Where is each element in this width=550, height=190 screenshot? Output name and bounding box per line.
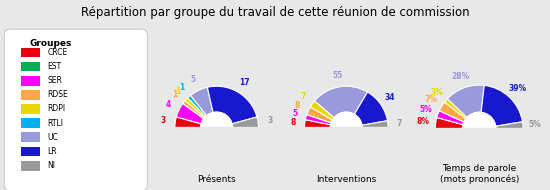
FancyBboxPatch shape	[21, 90, 40, 100]
FancyBboxPatch shape	[4, 29, 147, 190]
FancyBboxPatch shape	[21, 48, 40, 57]
Wedge shape	[177, 104, 204, 124]
Text: 1: 1	[175, 87, 180, 96]
Text: Présents: Présents	[197, 175, 236, 184]
Text: 39%: 39%	[509, 84, 527, 93]
Text: CRCE: CRCE	[47, 48, 68, 57]
Text: RDSE: RDSE	[47, 90, 68, 99]
Text: 5: 5	[191, 75, 196, 84]
Wedge shape	[305, 120, 331, 128]
Wedge shape	[305, 115, 331, 125]
FancyBboxPatch shape	[21, 132, 40, 142]
Text: 7: 7	[300, 93, 305, 101]
FancyBboxPatch shape	[21, 147, 40, 156]
Wedge shape	[447, 85, 484, 117]
Text: RDPI: RDPI	[47, 105, 65, 113]
Wedge shape	[232, 117, 258, 128]
Wedge shape	[435, 118, 463, 129]
Text: Temps de parole
(mots prononcés): Temps de parole (mots prononcés)	[439, 164, 519, 184]
Circle shape	[331, 112, 362, 144]
Wedge shape	[188, 95, 207, 117]
Text: 17: 17	[239, 78, 250, 87]
Text: Groupes: Groupes	[30, 39, 72, 48]
Wedge shape	[315, 86, 367, 118]
Wedge shape	[185, 98, 206, 118]
Text: EST: EST	[47, 62, 62, 71]
Wedge shape	[307, 107, 333, 123]
FancyBboxPatch shape	[21, 62, 40, 71]
Text: 3: 3	[267, 116, 272, 125]
Wedge shape	[183, 101, 205, 119]
Wedge shape	[439, 102, 466, 122]
Bar	[409, 128, 549, 164]
Text: 4: 4	[166, 100, 171, 109]
Text: 3: 3	[161, 116, 166, 125]
Wedge shape	[444, 99, 467, 119]
FancyBboxPatch shape	[21, 118, 40, 128]
Text: 28%: 28%	[451, 72, 469, 81]
Wedge shape	[362, 121, 388, 128]
Circle shape	[463, 112, 496, 146]
Text: 5%: 5%	[420, 105, 433, 114]
Wedge shape	[175, 117, 201, 128]
Text: 8: 8	[295, 101, 300, 110]
Wedge shape	[191, 87, 213, 116]
Bar	[279, 127, 413, 162]
Text: 8: 8	[290, 118, 296, 127]
Text: Répartition par groupe du travail de cette réunion de commission: Répartition par groupe du travail de cet…	[81, 6, 469, 19]
FancyBboxPatch shape	[21, 161, 40, 170]
Wedge shape	[207, 86, 257, 124]
Wedge shape	[354, 92, 387, 125]
Wedge shape	[496, 122, 523, 129]
Text: 3%: 3%	[430, 88, 443, 97]
Wedge shape	[437, 111, 464, 125]
Text: NI: NI	[47, 161, 56, 170]
Text: 8%: 8%	[417, 117, 430, 126]
Text: RTLI: RTLI	[47, 119, 63, 128]
Text: UC: UC	[47, 133, 58, 142]
Text: LR: LR	[47, 147, 57, 156]
Text: 5%: 5%	[529, 120, 542, 129]
Text: 5: 5	[292, 109, 297, 119]
Text: SER: SER	[47, 76, 62, 85]
Text: 1: 1	[179, 83, 184, 92]
Text: 7%: 7%	[425, 95, 438, 104]
Text: 34: 34	[385, 93, 395, 102]
Text: 55: 55	[332, 71, 343, 80]
Wedge shape	[481, 85, 522, 126]
Bar	[150, 127, 284, 162]
Wedge shape	[310, 101, 334, 120]
Text: 7: 7	[397, 119, 402, 128]
Text: 1: 1	[172, 90, 178, 99]
FancyBboxPatch shape	[21, 76, 40, 86]
Circle shape	[201, 112, 233, 144]
FancyBboxPatch shape	[21, 104, 40, 114]
Text: Interventions: Interventions	[316, 175, 376, 184]
